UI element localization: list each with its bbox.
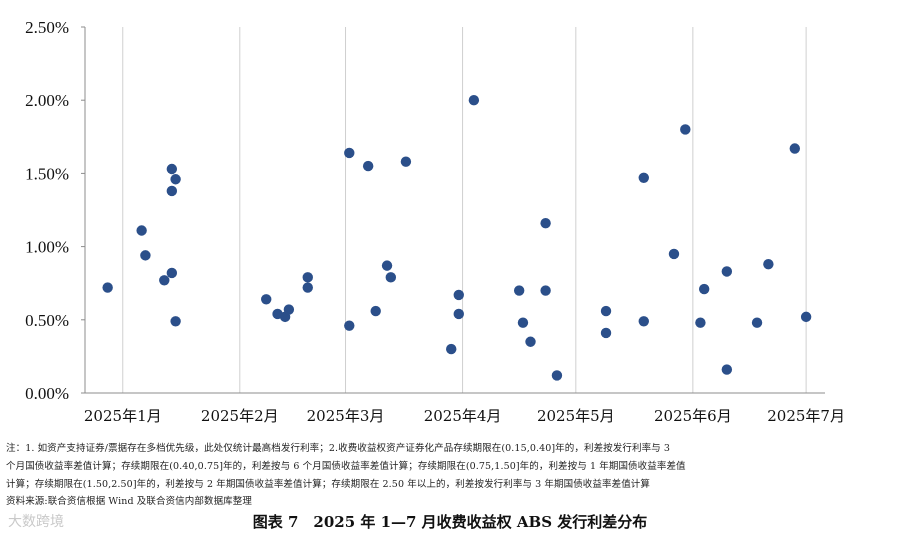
data-point: [453, 308, 464, 320]
x-tick-labels: 2025年1月 2025年2月 2025年3月 2025年4月 2025年5月 2025年…: [84, 407, 845, 425]
data-point: [513, 285, 525, 296]
data-point: [381, 260, 393, 271]
data-point: [721, 364, 733, 375]
data-point: [668, 248, 680, 260]
data-point: [170, 174, 181, 185]
y-tick-label: 0.50%: [25, 311, 69, 330]
y-tick-label: 0.00%: [25, 384, 69, 403]
grid-lines: [122, 27, 807, 393]
y-tick-label: 2.50%: [25, 18, 69, 37]
data-point: [751, 317, 763, 328]
data-point: [102, 282, 113, 293]
watermark: 大数跨境: [8, 514, 64, 530]
data-point: [540, 217, 551, 229]
data-point: [344, 320, 355, 331]
data-point: [261, 294, 272, 305]
data-point: [600, 327, 612, 339]
data-point: [525, 336, 536, 347]
figure-caption: 图表 7 2025 年 1—7 月收费收益权 ABS 发行利差分布: [252, 513, 648, 531]
data-point: [400, 156, 412, 167]
y-tick-label: 1.50%: [25, 164, 69, 183]
data-point: [362, 160, 374, 172]
data-point: [551, 370, 563, 381]
data-point: [344, 147, 355, 159]
data-point: [283, 304, 295, 315]
data-point: [721, 266, 733, 277]
note-line-2: 个月国债收益率差值计算；存续期限在(0.40,0.75]年的，利差按与 6 个月…: [6, 461, 686, 472]
y-tick-label: 2.00%: [25, 91, 69, 110]
data-point: [600, 305, 612, 317]
data-point: [170, 316, 181, 327]
x-tick-label: 2025年4月: [424, 407, 502, 425]
data-point: [789, 143, 800, 154]
data-point: [302, 272, 313, 283]
data-point: [385, 272, 397, 283]
data-point: [695, 317, 706, 328]
data-point: [302, 282, 313, 293]
data-point: [166, 267, 178, 279]
data-point: [540, 285, 551, 296]
data-point: [800, 311, 812, 323]
data-point: [446, 343, 457, 355]
data-point: [680, 124, 691, 135]
data-point: [698, 283, 710, 295]
x-tick-label: 2025年2月: [201, 407, 279, 425]
note-line-3: 计算；存续期限在(1.50,2.50]年的，利差按与 2 年期国债收益率差值计算…: [6, 479, 650, 490]
data-point: [453, 289, 464, 301]
data-point: [763, 258, 774, 270]
data-point: [136, 225, 147, 236]
data-point: [517, 317, 529, 328]
data-point: [166, 163, 178, 175]
data-point: [159, 275, 170, 286]
data-point: [638, 316, 649, 327]
data-point: [166, 185, 178, 197]
x-tick-label: 2025年3月: [307, 407, 385, 425]
data-points: [102, 95, 812, 381]
data-point: [370, 305, 381, 317]
data-point: [638, 172, 649, 183]
scatter-chart: 0.00%0.50%1.00%1.50%2.00%2.50% 2025年1月 20…: [25, 18, 845, 425]
note-line-1: 注：1. 如资产支持证券/票据存在多档优先级，此处仅统计最高档发行利率；2.收费…: [6, 443, 671, 454]
x-tick-label: 2025年6月: [654, 407, 732, 425]
data-point: [468, 95, 480, 106]
y-tick-labels: 0.00% 0.50% 1.00% 1.50% 2.00% 2.50%: [25, 18, 69, 403]
x-tick-label: 2025年7月: [767, 407, 845, 425]
y-tick-label: 1.00%: [25, 238, 69, 257]
x-tick-label: 2025年1月: [84, 407, 162, 425]
data-point: [140, 250, 151, 261]
x-tick-label: 2025年5月: [537, 407, 615, 425]
axes: [81, 26, 825, 394]
source-note: 资料来源:联合资信根据 Wind 及联合资信内部数据库整理: [6, 496, 252, 507]
